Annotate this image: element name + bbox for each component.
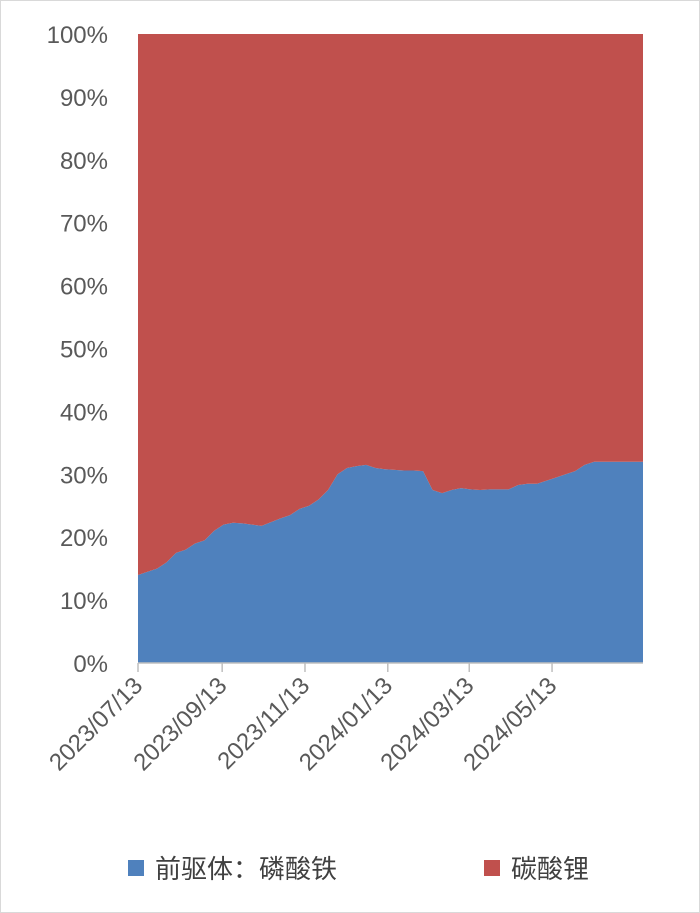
y-tick-label: 70%	[60, 211, 108, 238]
y-tick-label: 100%	[47, 22, 108, 49]
y-tick-label: 30%	[60, 462, 108, 489]
legend-label-1: 前驱体：磷酸铁	[155, 854, 337, 884]
plot-areas	[138, 34, 643, 663]
legend-swatch-1	[128, 860, 144, 876]
legend: 前驱体：磷酸铁 碳酸锂	[128, 854, 589, 884]
y-axis: 0% 10% 20% 30% 40% 50% 60% 70% 80% 90% 100%	[47, 22, 108, 678]
y-tick-label: 80%	[60, 148, 108, 175]
y-tick-label: 50%	[60, 337, 108, 364]
y-tick-label: 10%	[60, 588, 108, 615]
legend-label-2: 碳酸锂	[511, 854, 589, 884]
y-tick-label: 0%	[73, 651, 108, 678]
area-series-2	[138, 34, 643, 575]
x-axis: 2023/07/132023/09/132023/11/132024/01/13…	[44, 662, 643, 776]
y-tick-label: 60%	[60, 274, 108, 301]
y-tick-label: 20%	[60, 525, 108, 552]
area-series-1	[138, 461, 643, 663]
legend-swatch-2	[484, 860, 500, 876]
y-tick-label: 40%	[60, 399, 108, 426]
y-tick-label: 90%	[60, 85, 108, 112]
